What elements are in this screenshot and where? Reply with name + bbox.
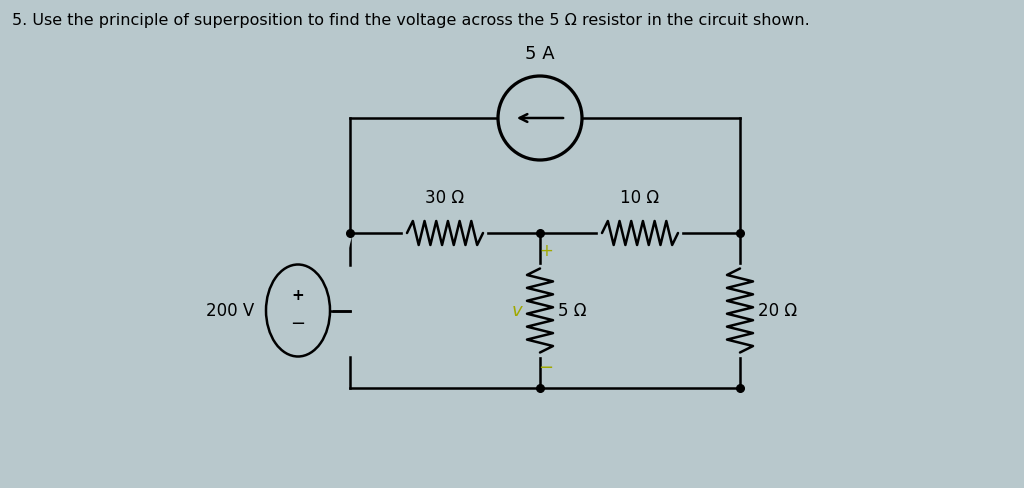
Text: −: − [539, 359, 554, 377]
Text: 200 V: 200 V [206, 302, 254, 320]
Text: 10 Ω: 10 Ω [621, 189, 659, 207]
Text: 5. Use the principle of superposition to find the voltage across the 5 Ω resisto: 5. Use the principle of superposition to… [12, 13, 810, 28]
Text: 30 Ω: 30 Ω [425, 189, 465, 207]
Ellipse shape [266, 264, 330, 357]
Text: 5 Ω: 5 Ω [558, 302, 587, 320]
Text: 20 Ω: 20 Ω [758, 302, 797, 320]
Ellipse shape [498, 76, 582, 160]
Text: +: + [539, 243, 553, 261]
Text: 5 A: 5 A [525, 45, 555, 63]
Text: +: + [292, 288, 304, 303]
Text: −: − [291, 316, 305, 333]
Text: v: v [511, 302, 522, 320]
